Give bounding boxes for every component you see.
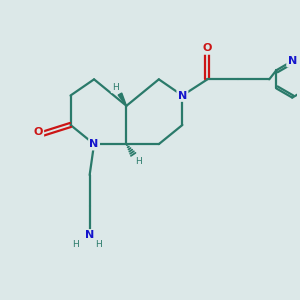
Text: H: H xyxy=(72,240,79,249)
Text: H: H xyxy=(112,83,119,92)
Text: N: N xyxy=(85,230,94,240)
Text: O: O xyxy=(33,127,43,137)
Text: O: O xyxy=(203,44,212,53)
Text: N: N xyxy=(89,139,99,149)
Text: N: N xyxy=(178,91,187,100)
Polygon shape xyxy=(118,93,126,106)
Text: H: H xyxy=(95,240,102,249)
Text: H: H xyxy=(135,157,142,166)
Text: N: N xyxy=(288,56,297,66)
